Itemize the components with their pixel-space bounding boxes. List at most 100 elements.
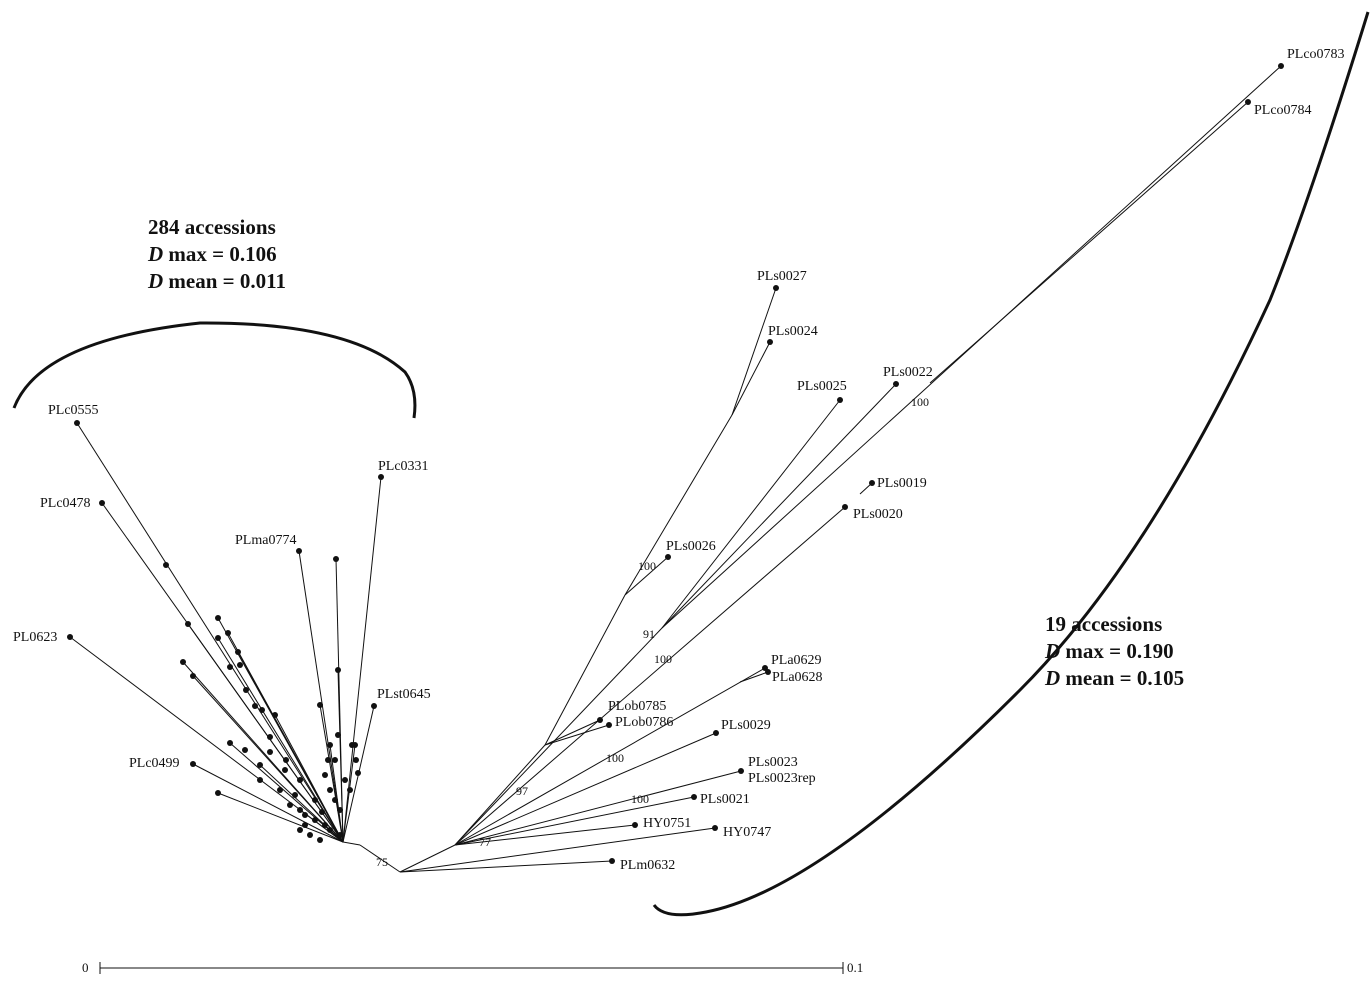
tip-dot	[317, 702, 323, 708]
tip-dot	[765, 669, 771, 675]
tip-dot	[267, 734, 273, 740]
tip-dot	[606, 722, 612, 728]
tip-dot	[378, 474, 384, 480]
right-dmax: D max = 0.190	[1045, 638, 1184, 665]
tip-dot	[319, 809, 325, 815]
tip-dot	[335, 667, 341, 673]
tip-label: PLa0629	[771, 653, 822, 668]
tip-dot	[349, 742, 355, 748]
tip-label: PLc0499	[129, 756, 180, 771]
tip-dot	[322, 772, 328, 778]
tip-label: PLs0025	[797, 379, 847, 394]
tip-label: PLco0783	[1287, 47, 1345, 62]
tip-dot	[227, 664, 233, 670]
tip-dot	[257, 762, 263, 768]
d-symbol: D	[1045, 639, 1061, 663]
tip-dot	[163, 562, 169, 568]
bootstrap-value: 100	[911, 395, 929, 409]
bootstrap-value: 100	[631, 792, 649, 806]
tip-label: PLob0786	[615, 715, 673, 730]
tip-dot	[327, 742, 333, 748]
tip-dot	[325, 757, 331, 763]
tip-label: PLs0019	[877, 476, 927, 491]
tip-dot	[842, 504, 848, 510]
right-group-summary: 19 accessions D max = 0.190 D mean = 0.1…	[1045, 611, 1184, 692]
left-group-bracket	[12, 321, 417, 419]
tip-dot	[215, 615, 221, 621]
tip-label: PLst0645	[377, 687, 431, 702]
tip-dot	[237, 662, 243, 668]
d-symbol: D	[1045, 666, 1061, 690]
tip-dot	[259, 707, 265, 713]
tip-label: PLob0785	[608, 699, 666, 714]
tip-label: PLs0023rep	[748, 771, 816, 786]
tip-label: PLm0632	[620, 858, 675, 873]
tip-dot	[597, 717, 603, 723]
tip-dot	[283, 757, 289, 763]
tip-dot	[347, 787, 353, 793]
right-group-bracket	[652, 11, 1370, 917]
tip-dot	[272, 712, 278, 718]
left-dmax-value: max = 0.106	[168, 242, 277, 266]
scale-end-label: 0.1	[847, 960, 863, 975]
tip-dot	[333, 556, 339, 562]
tip-dot	[277, 787, 283, 793]
tip-label: PLs0026	[666, 539, 716, 554]
tip-dot	[632, 822, 638, 828]
tip-dot	[242, 747, 248, 753]
tip-dot	[353, 757, 359, 763]
tip-label: PLs0020	[853, 507, 903, 522]
tip-dot	[691, 794, 697, 800]
d-symbol: D	[148, 242, 164, 266]
left-clade-branches	[69, 422, 401, 873]
tip-dot	[335, 732, 341, 738]
tip-dot	[307, 832, 313, 838]
tip-label: PLs0027	[757, 269, 807, 284]
tip-dot	[267, 749, 273, 755]
tip-dots	[67, 63, 1284, 864]
left-dmean-value: mean = 0.011	[168, 269, 286, 293]
scale-start-label: 0	[82, 960, 89, 975]
tip-dot	[355, 770, 361, 776]
tip-dot	[190, 761, 196, 767]
tip-dot	[342, 777, 348, 783]
tip-dot	[1245, 99, 1251, 105]
tip-dot	[609, 858, 615, 864]
tip-label: PLc0478	[40, 496, 91, 511]
left-accession-count: 284 accessions	[148, 215, 276, 239]
tip-dot	[322, 822, 328, 828]
tip-dot	[99, 500, 105, 506]
tip-dot	[312, 797, 318, 803]
tip-label: PLs0024	[768, 324, 818, 339]
tip-dot	[337, 832, 343, 838]
tip-dot	[327, 827, 333, 833]
bootstrap-value: 97	[516, 784, 528, 798]
d-symbol: D	[148, 269, 164, 293]
tip-dot	[312, 817, 318, 823]
right-dmean-value: mean = 0.105	[1065, 666, 1185, 690]
left-group-summary: 284 accessions D max = 0.106 D mean = 0.…	[148, 214, 286, 295]
bootstrap-value: 100	[638, 559, 656, 573]
tip-dot	[869, 480, 875, 486]
tip-dot	[227, 740, 233, 746]
tip-dot	[1278, 63, 1284, 69]
tip-dot	[767, 339, 773, 345]
tip-label: PLs0022	[883, 365, 933, 380]
tip-dot	[257, 777, 263, 783]
tip-label: PLma0774	[235, 533, 296, 548]
right-dmax-value: max = 0.190	[1065, 639, 1174, 663]
tip-dot	[713, 730, 719, 736]
tip-label: PLc0555	[48, 403, 99, 418]
tip-dot	[287, 802, 293, 808]
tip-dot	[302, 812, 308, 818]
tip-label: PLco0784	[1254, 103, 1312, 118]
left-dmean: D mean = 0.011	[148, 268, 286, 295]
tip-label: HY0751	[643, 816, 691, 831]
tip-dot	[215, 635, 221, 641]
tip-dot	[837, 397, 843, 403]
tip-dot	[297, 777, 303, 783]
tip-dot	[243, 687, 249, 693]
bootstrap-value: 75	[376, 855, 388, 869]
tip-dot	[332, 757, 338, 763]
